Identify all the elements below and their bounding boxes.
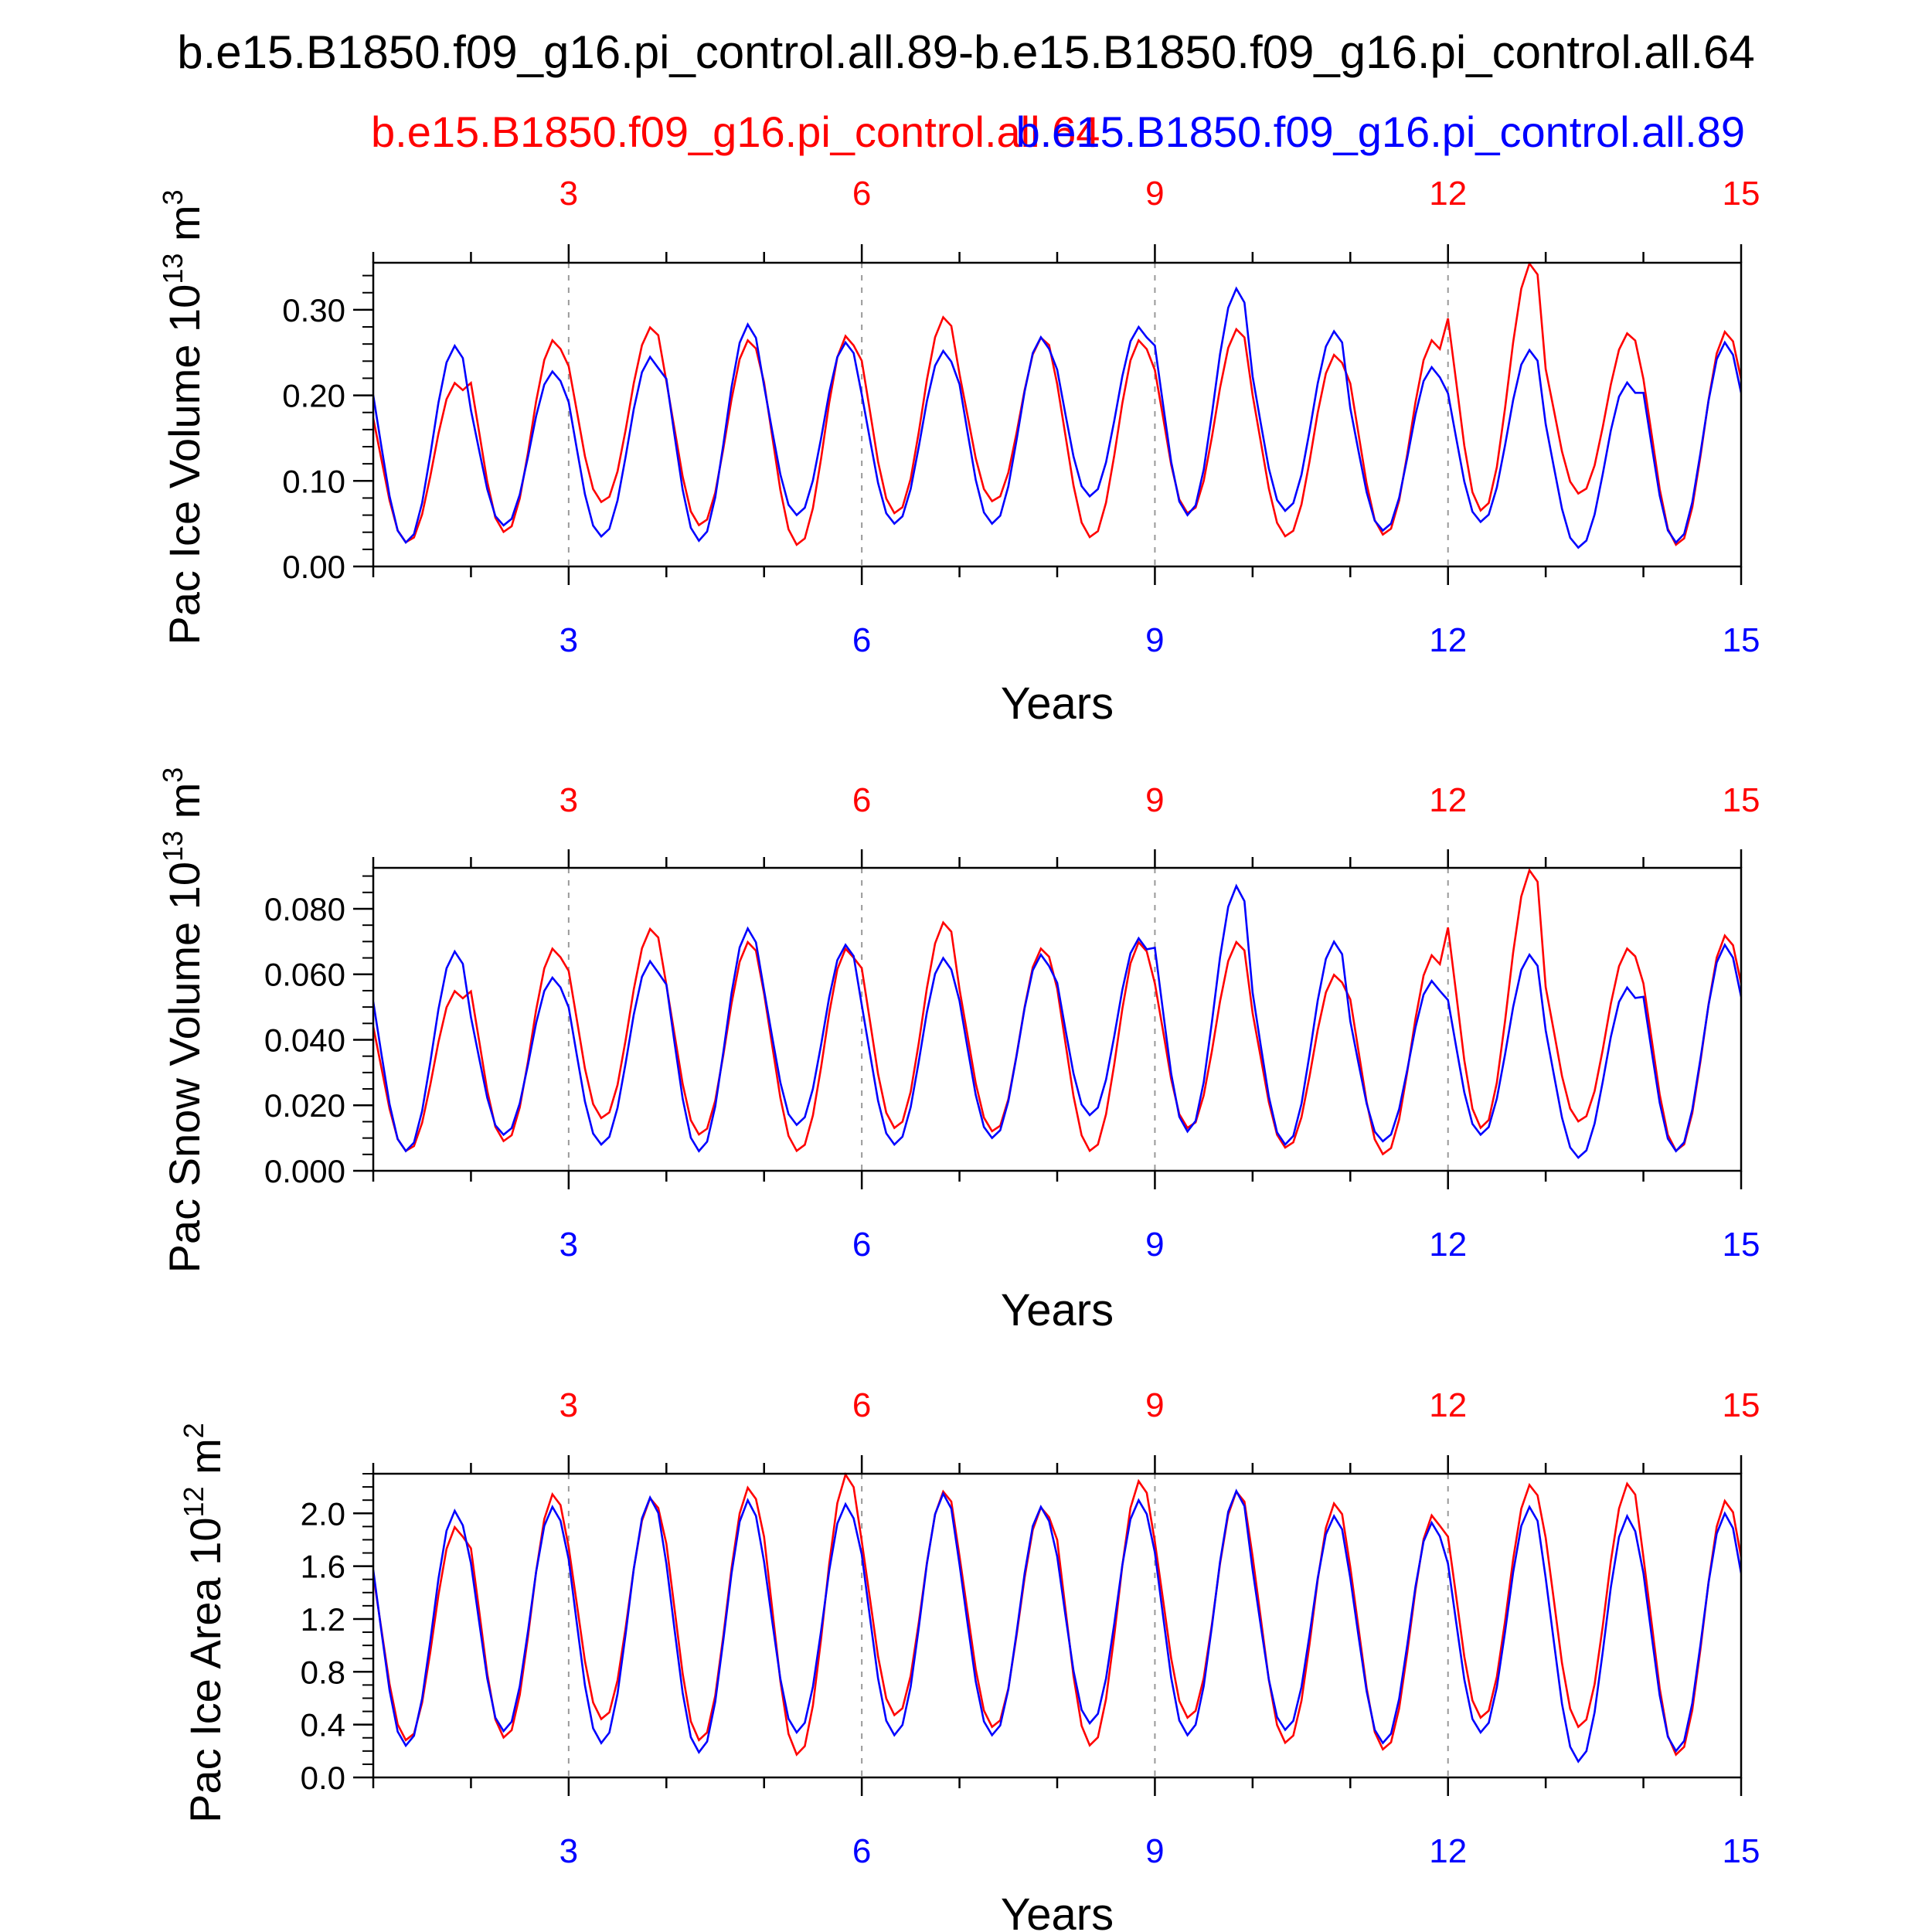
x-tick-label-top: 3 bbox=[560, 175, 578, 213]
x-tick-label-bottom: 12 bbox=[1429, 621, 1467, 659]
x-axis-label: Years bbox=[1001, 1889, 1114, 1932]
x-tick-label-bottom: 6 bbox=[852, 1226, 871, 1264]
y-tick-label: 0.060 bbox=[264, 957, 345, 993]
x-tick-label-bottom: 6 bbox=[852, 1832, 871, 1870]
panel-snow-volume: 3 3 6 6 9 9 12 12 15 15 0.000 0.020 0.040 0.060 0.080 Y… bbox=[157, 767, 1760, 1335]
series-line-blue bbox=[373, 883, 1741, 1159]
x-tick-label-top: 6 bbox=[852, 1386, 871, 1424]
x-tick-label-top: 9 bbox=[1145, 175, 1164, 213]
x-tick-label-bottom: 3 bbox=[560, 621, 578, 659]
y-tick-label: 1.2 bbox=[301, 1601, 345, 1638]
x-tick-label-bottom: 3 bbox=[560, 1226, 578, 1264]
y-tick-label: 0.000 bbox=[264, 1153, 345, 1189]
y-axis-label: Pac Ice Area 1012 m2 bbox=[178, 1423, 230, 1823]
y-tick-label: 2.0 bbox=[301, 1495, 345, 1532]
y-tick-label: 0.10 bbox=[282, 463, 345, 499]
panel-ice-area: 3 3 6 6 9 9 12 12 15 15 0.0 0.4 0.8 1.2 1.6 2.0 Years Pac… bbox=[178, 1386, 1760, 1932]
y-tick-label: 0.0 bbox=[301, 1760, 345, 1796]
x-tick-label-top: 3 bbox=[560, 1386, 578, 1424]
y-tick-label: 0.20 bbox=[282, 378, 345, 414]
x-axis-label: Years bbox=[1001, 679, 1114, 729]
x-tick-label-bottom: 6 bbox=[852, 621, 871, 659]
x-tick-label-top: 9 bbox=[1145, 1386, 1164, 1424]
y-tick-label: 0.040 bbox=[264, 1022, 345, 1058]
series-line-red bbox=[373, 868, 1741, 1156]
x-tick-label-bottom: 3 bbox=[560, 1832, 578, 1870]
x-tick-label-bottom: 9 bbox=[1145, 1226, 1164, 1264]
x-tick-label-bottom: 15 bbox=[1723, 621, 1760, 659]
x-tick-label-bottom: 12 bbox=[1429, 1226, 1467, 1264]
y-tick-label: 0.020 bbox=[264, 1087, 345, 1124]
x-tick-label-bottom: 9 bbox=[1145, 621, 1164, 659]
plot-frame bbox=[372, 866, 1743, 1172]
x-tick-label-top: 12 bbox=[1429, 1386, 1467, 1424]
x-tick-label-bottom: 15 bbox=[1723, 1832, 1760, 1870]
x-tick-label-top: 3 bbox=[560, 781, 578, 819]
legend-red-label: b.e15.B1850.f09_g16.pi_control.all.64 bbox=[371, 107, 1100, 156]
y-tick-label: 0.30 bbox=[282, 292, 345, 328]
y-tick-label: 0.4 bbox=[301, 1707, 345, 1743]
y-tick-label: 1.6 bbox=[301, 1549, 345, 1585]
y-tick-label: 0.080 bbox=[264, 891, 345, 927]
x-tick-label-top: 6 bbox=[852, 781, 871, 819]
x-tick-label-bottom: 9 bbox=[1145, 1832, 1164, 1870]
y-axis-label: Pac Snow Volume 1013 m3 bbox=[157, 767, 209, 1274]
series-line-red bbox=[373, 1472, 1741, 1757]
series-line-blue bbox=[373, 1488, 1741, 1764]
x-tick-label-bottom: 12 bbox=[1429, 1832, 1467, 1870]
x-tick-label-top: 15 bbox=[1723, 781, 1760, 819]
x-axis-label: Years bbox=[1001, 1285, 1114, 1335]
x-tick-label-bottom: 15 bbox=[1723, 1226, 1760, 1264]
x-tick-label-top: 15 bbox=[1723, 1386, 1760, 1424]
x-tick-label-top: 9 bbox=[1145, 781, 1164, 819]
x-tick-label-top: 15 bbox=[1723, 175, 1760, 213]
x-tick-label-top: 12 bbox=[1429, 781, 1467, 819]
legend-blue-label: b.e15.B1850.f09_g16.pi_control.all.89 bbox=[1016, 107, 1745, 156]
panel-ice-volume: 3 3 6 6 9 9 12 12 15 15 0.00 0.10 0.20 0.30 Years Pac I… bbox=[157, 175, 1760, 729]
x-tick-label-top: 6 bbox=[852, 175, 871, 213]
x-tick-label-top: 12 bbox=[1429, 175, 1467, 213]
main-title: b.e15.B1850.f09_g16.pi_control.all.89-b.… bbox=[177, 26, 1755, 78]
y-axis-label: Pac Ice Volume 1013 m3 bbox=[157, 189, 209, 645]
y-tick-label: 0.00 bbox=[282, 549, 345, 585]
y-tick-label: 0.8 bbox=[301, 1654, 345, 1690]
series-line-blue bbox=[373, 286, 1741, 549]
series-line-red bbox=[373, 261, 1741, 546]
